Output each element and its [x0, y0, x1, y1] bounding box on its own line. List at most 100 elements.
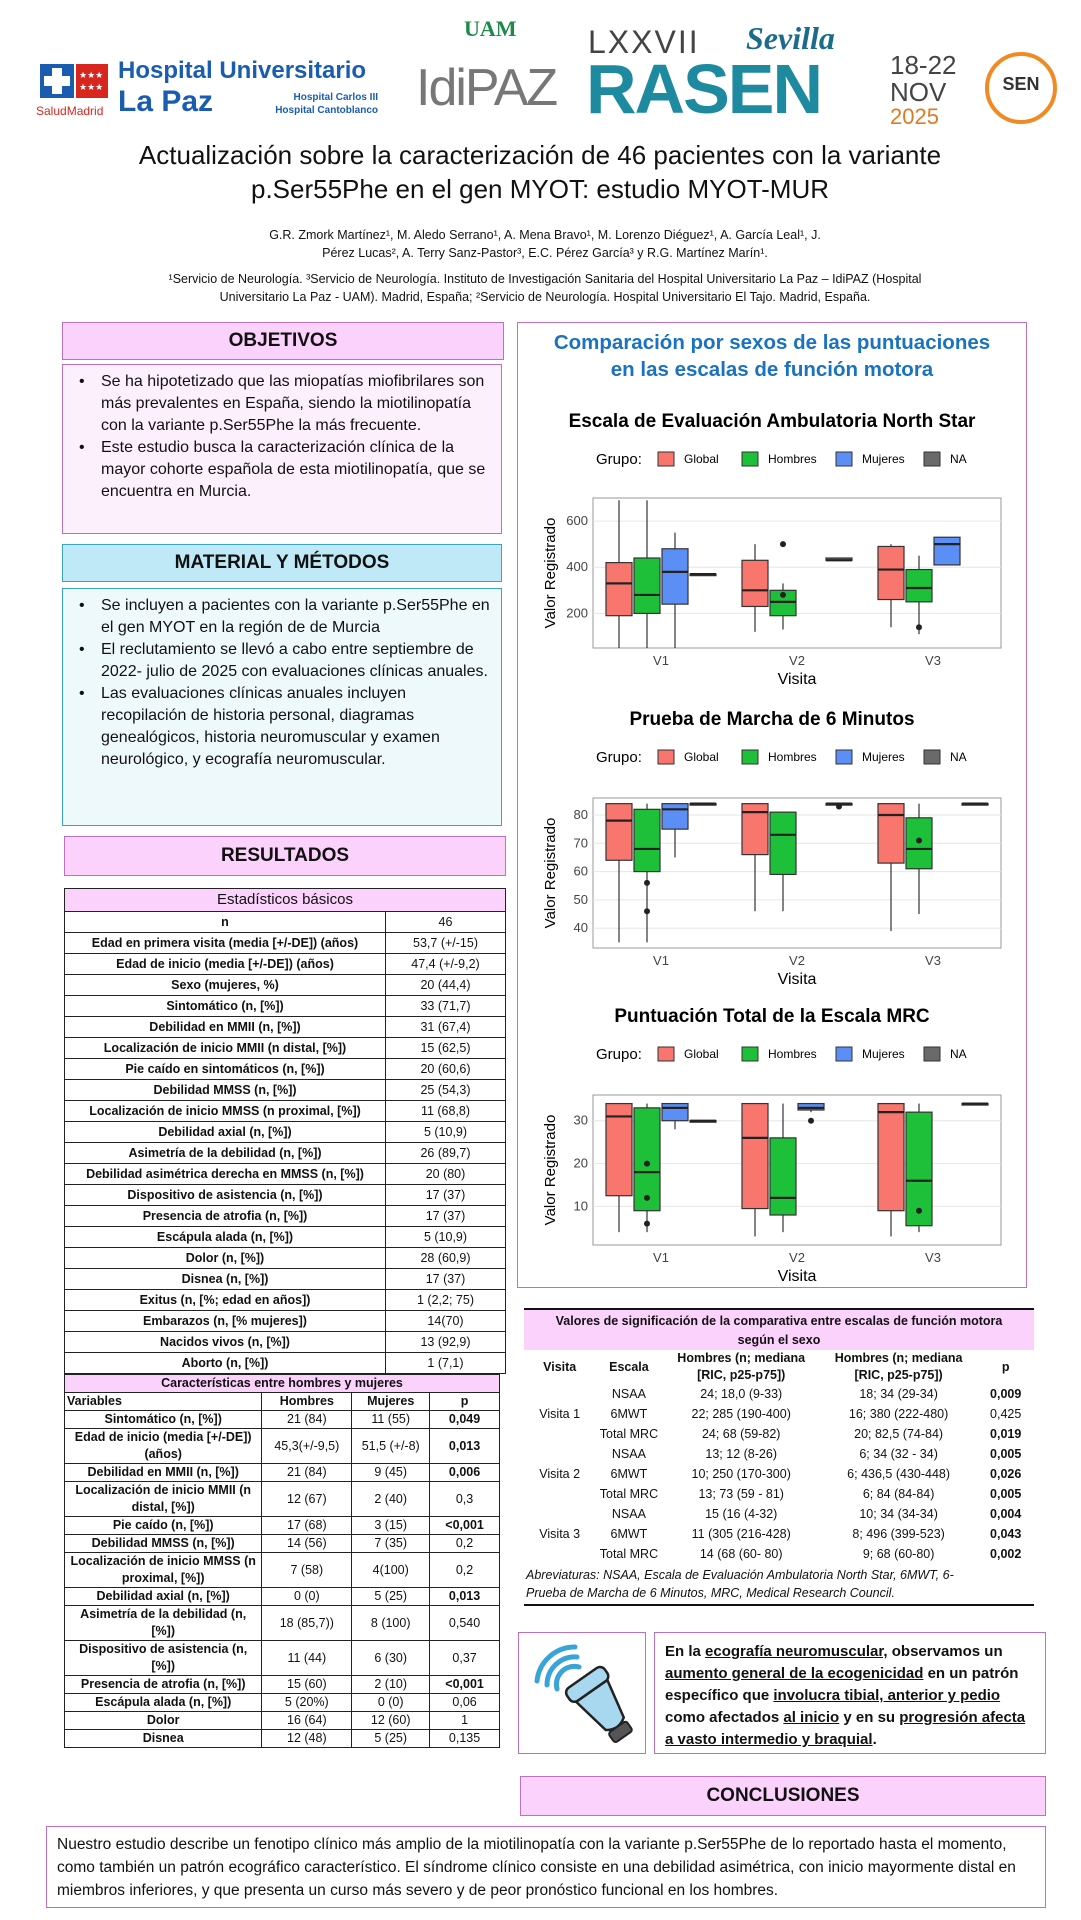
objetivos-item: Este estudio busca la caracterización cl… — [73, 437, 491, 503]
table-row: Sintomático (n, [%]) 21 (84) 11 (55) 0,049 — [63, 1410, 500, 1429]
outlier-point — [808, 1117, 814, 1124]
table-value: 21 (84) — [261, 1463, 353, 1482]
uam-logo: UAM — [464, 16, 517, 41]
eco-text-3: en un patrón específico que — [665, 1665, 1019, 1704]
metodos-item: Las evaluaciones clínicas anuales incluy… — [73, 683, 491, 771]
table-row: Debilidad MMSS (n, [%]) 14 (56) 7 (35) 0,2 — [63, 1534, 500, 1553]
legend-label: Global — [684, 1047, 719, 1061]
box — [769, 1137, 797, 1216]
table-row: Presencia de atrofia (n, [%]) 15 (60) 2 (1… — [63, 1675, 500, 1694]
dates-month: NOV — [890, 77, 947, 107]
legend-key — [923, 451, 941, 467]
y-tick-label: 50 — [574, 892, 588, 907]
abbrev-line2: Prueba de Marcha de 6 Minutos, MRC, Medi… — [526, 1586, 895, 1600]
table-row: Debilidad en MMII (n, [%]) 31 (67,4) — [64, 1016, 506, 1038]
legend-label: NA — [950, 750, 967, 764]
p-value: 0,06 — [429, 1693, 500, 1712]
box — [605, 803, 633, 861]
table-value: 1 (2,2; 75) — [385, 1289, 506, 1311]
table-value: 20 (80) — [385, 1163, 506, 1185]
p-value: 0,026 — [990, 1467, 1022, 1481]
chart-2: Prueba de Marcha de 6 Minutos Grupo: Globa… — [542, 709, 1002, 988]
p-value: 0,006 — [429, 1463, 500, 1482]
y-axis-label: Valor Registrado — [542, 818, 559, 929]
legend-label: NA — [950, 1047, 967, 1061]
box — [661, 548, 689, 605]
table-cell: 14 (68 (60- 80) — [699, 1547, 783, 1561]
conclusiones-text: Nuestro estudio describe un fenotipo clí… — [57, 1836, 1016, 1899]
table-row: Escápula alada (n, [%]) 5 (10,9) — [64, 1226, 506, 1248]
comparison-heading-line2: en las escalas de función motora — [610, 358, 934, 381]
table-value: 14(70) — [385, 1310, 506, 1332]
table-label: Asimetría de la debilidad (n, [%]) — [63, 1605, 263, 1641]
eco-text-5: y en su — [839, 1709, 900, 1726]
sex-comparison-table: Características entre hombres y mujeres … — [63, 1374, 500, 1748]
box — [905, 568, 933, 603]
legend-key — [741, 749, 759, 765]
comparison-heading-line1: Comparación por sexos de las puntuacione… — [553, 331, 991, 354]
table-cell — [524, 1544, 595, 1564]
box — [877, 1102, 905, 1212]
table-value: 53,7 (+/-15) — [385, 932, 506, 954]
outlier-point — [916, 1207, 922, 1214]
legend-key — [923, 749, 941, 765]
table-cell: 15 (16 (4-32) — [705, 1507, 778, 1521]
table-value: 4(100) — [351, 1552, 431, 1588]
abbreviations: Abreviaturas: NSAA, Escala de Evaluación… — [524, 1564, 1034, 1604]
hospital-sub1: Hospital Carlos III — [293, 92, 378, 103]
table-header: Hombres (n; mediana [RIC, p25-p75]) — [677, 1351, 806, 1382]
conclusiones-box: Nuestro estudio describe un fenotipo clí… — [46, 1826, 1046, 1908]
p-value: 0,043 — [990, 1527, 1022, 1541]
table-value: 8 (100) — [351, 1605, 431, 1641]
p-value: 0,009 — [990, 1387, 1022, 1401]
plot-area — [592, 797, 1002, 949]
y-tick-label: 30 — [574, 1113, 588, 1128]
table-value: 31 (67,4) — [385, 1016, 506, 1038]
table-cell: 6MWT — [610, 1527, 648, 1541]
legend-label: Mujeres — [862, 452, 905, 466]
table-row: Exitus (n, [%; edad en años]) 1 (2,2; 75) — [64, 1289, 506, 1311]
box — [769, 811, 797, 876]
table-label: Debilidad axial (n, [%]) — [64, 1121, 386, 1143]
outlier-point — [916, 837, 922, 844]
box — [633, 1107, 661, 1212]
y-tick-label: 600 — [566, 513, 588, 528]
table-label: Debilidad MMSS (n, [%]) — [63, 1534, 263, 1553]
table-value: 5 (10,9) — [385, 1121, 506, 1143]
table-value: 12 (67) — [261, 1481, 353, 1517]
table-row: Dolor (n, [%]) 28 (60,9) — [64, 1247, 506, 1269]
objetivos-item: Se ha hipotetizado que las miopatías mio… — [73, 371, 491, 437]
table-cell: 6; 84 (84-84) — [862, 1487, 935, 1501]
table-value: 2 (10) — [351, 1675, 431, 1694]
table-label: Localización de inicio MMII (n distal, [… — [63, 1481, 263, 1517]
x-tick-label: V3 — [925, 653, 941, 668]
poster-title: Actualización sobre la caracterización d… — [60, 138, 1020, 206]
table-row: Embarazos (n, [% mujeres]) 14(70) — [64, 1310, 506, 1332]
table-value: 7 (58) — [261, 1552, 353, 1588]
sen-logo: SEN — [985, 52, 1057, 124]
legend-title: Grupo: — [596, 749, 642, 766]
x-tick-label: V1 — [653, 953, 669, 968]
legend-key — [741, 451, 759, 467]
table-label: Asimetría de la debilidad (n, [%]) — [64, 1142, 386, 1164]
table-header-row: Variables Hombres Mujeres p — [63, 1392, 500, 1411]
table-value: 7 (35) — [351, 1534, 431, 1553]
table-row: Sexo (mujeres, %) 20 (44,4) — [64, 974, 506, 996]
table-value: 15 (60) — [261, 1675, 353, 1694]
boxplot-charts: Escala de Evaluación Ambulatoria North S… — [542, 411, 1002, 1285]
table-cell: 6; 34 (32 - 34) — [859, 1447, 938, 1461]
p-value: 0,425 — [990, 1407, 1022, 1421]
chart-3: Puntuación Total de la Escala MRC Grupo: G… — [542, 1006, 1002, 1285]
significance-title-line1: Valores de significación de la comparati… — [555, 1314, 1003, 1328]
x-axis-label: Visita — [778, 971, 817, 988]
authors-line2: Pérez Lucas², A. Terry Sanz-Pastor³, E.C… — [322, 246, 768, 260]
p-value: 0,3 — [429, 1481, 500, 1517]
p-value: 0,013 — [429, 1428, 500, 1464]
table-value: 17 (37) — [385, 1268, 506, 1290]
table-row: Nacidos vivos (n, [%]) 13 (92,9) — [64, 1331, 506, 1353]
table-value: 17 (68) — [261, 1516, 353, 1535]
table-value: 26 (89,7) — [385, 1142, 506, 1164]
p-value: 0,049 — [429, 1410, 500, 1429]
table-label: Debilidad axial (n, [%]) — [63, 1587, 263, 1606]
table-cell: 10; 34 (34-34) — [859, 1507, 938, 1521]
